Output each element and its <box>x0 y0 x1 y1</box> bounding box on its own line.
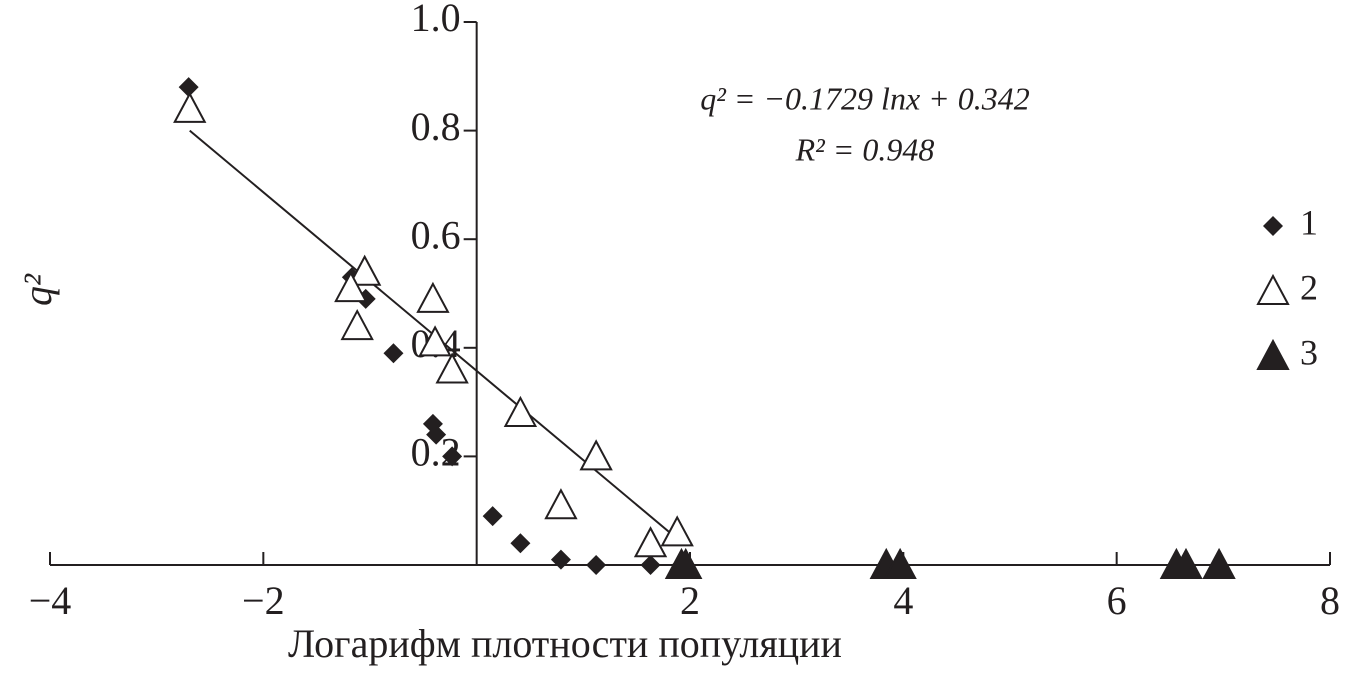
open-triangle-marker <box>173 91 207 123</box>
diamond-marker <box>1263 216 1283 236</box>
filled-triangle-marker <box>669 547 703 579</box>
open-triangle-marker <box>418 325 452 357</box>
x-tick-label: 6 <box>1107 578 1127 623</box>
open-triangle-marker <box>334 270 368 303</box>
filled-triangle-marker <box>1202 547 1236 579</box>
diamond-marker <box>640 555 661 575</box>
diamond-marker <box>442 446 463 467</box>
x-tick-label: 2 <box>680 578 700 623</box>
x-tick-label: 4 <box>893 578 913 623</box>
y-tick-label: 0.8 <box>411 104 461 149</box>
filled-triangle-marker <box>883 547 917 579</box>
equation: q² = −0.1729 lnx + 0.342 <box>700 80 1029 116</box>
open-triangle-marker <box>660 515 694 547</box>
open-triangle-marker <box>416 281 450 313</box>
r-squared: R² = 0.948 <box>795 131 935 167</box>
diamond-marker <box>586 555 607 575</box>
legend-label: 3 <box>1300 332 1318 372</box>
diamond-marker <box>383 343 404 364</box>
y-tick-label: 1.0 <box>411 0 461 40</box>
diamond-marker <box>550 549 571 570</box>
open-triangle-marker <box>544 488 578 520</box>
legend-label: 1 <box>1300 202 1318 242</box>
x-tick-label: 8 <box>1320 578 1340 623</box>
open-triangle-marker <box>340 308 374 341</box>
y-tick-label: 0.6 <box>411 212 461 257</box>
filled-triangle-marker <box>1256 338 1290 370</box>
open-triangle-marker <box>1256 273 1290 305</box>
x-tick-label: −2 <box>242 578 285 623</box>
open-triangle-marker <box>633 526 668 558</box>
diamond-marker <box>426 424 447 445</box>
open-triangle-marker <box>347 254 382 286</box>
diamond-marker <box>510 533 531 554</box>
filled-triangle-marker <box>1169 547 1203 579</box>
diamond-marker <box>482 506 503 527</box>
legend-label: 2 <box>1300 267 1318 307</box>
x-axis-label: Логарифм плотности популяции <box>288 621 842 666</box>
x-tick-label: −4 <box>29 578 72 623</box>
y-axis-label: q² <box>15 273 60 306</box>
diamond-marker <box>178 77 199 98</box>
open-triangle-marker <box>503 395 538 427</box>
open-triangle-marker <box>579 439 613 471</box>
open-triangle-marker <box>435 352 469 384</box>
